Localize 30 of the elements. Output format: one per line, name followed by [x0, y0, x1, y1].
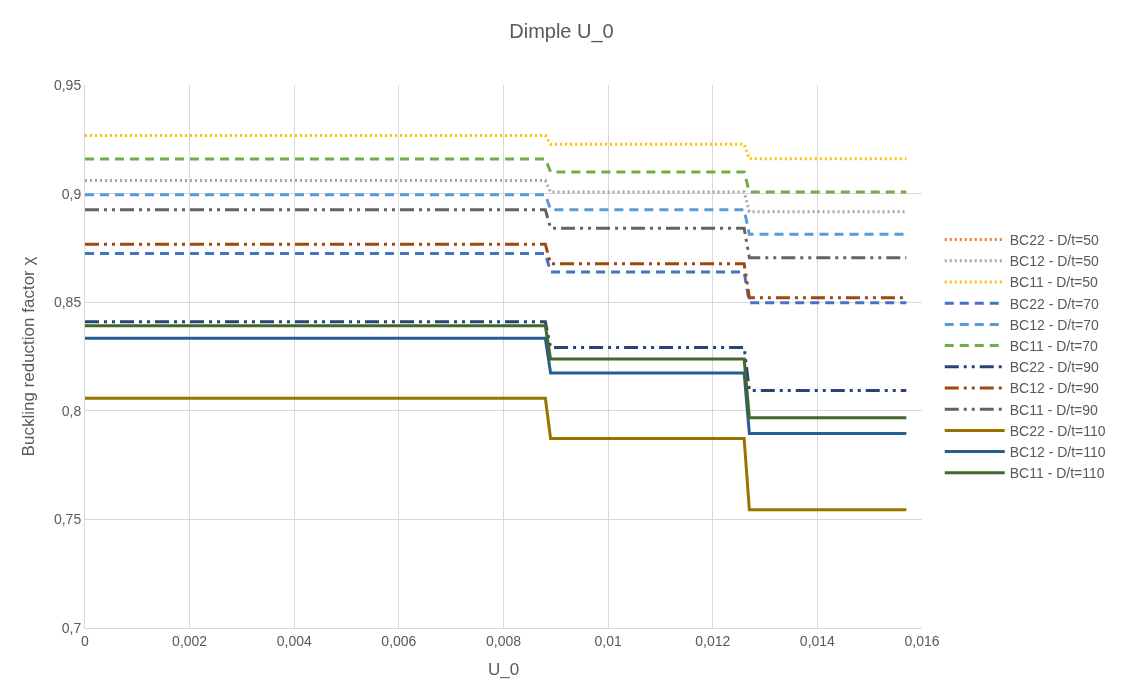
chart-title: Dimple U_0	[509, 20, 614, 44]
y-axis-title: Buckling reduction factor χ	[18, 256, 38, 457]
x-tick-label: 0	[81, 632, 90, 649]
legend-label: BC11 - D/t=50	[1009, 274, 1099, 291]
legend-label: BC11 - D/t=70	[1009, 338, 1099, 355]
y-tick-label: 0,8	[61, 402, 82, 419]
legend-label: BC11 - D/t=90	[1009, 401, 1099, 418]
x-tick-label: 0,01	[594, 632, 622, 649]
x-tick-label: 0,016	[904, 632, 940, 649]
legend-label: BC22 - D/t=70	[1009, 295, 1100, 312]
x-tick-label: 0,004	[276, 632, 312, 649]
legend-label: BC12 - D/t=70	[1009, 316, 1100, 333]
legend-label: BC12 - D/t=50	[1009, 253, 1100, 270]
y-tick-label: 0,7	[61, 619, 82, 636]
legend-label: BC11 - D/t=110	[1009, 465, 1105, 482]
legend-label: BC22 - D/t=110	[1009, 422, 1106, 439]
x-tick-label: 0,002	[172, 632, 208, 649]
x-axis-title: U_0	[487, 660, 520, 680]
y-tick-label: 0,9	[61, 185, 82, 202]
y-tick-label: 0,85	[53, 294, 82, 311]
x-tick-label: 0,008	[485, 632, 522, 649]
legend-label: BC22 - D/t=50	[1009, 232, 1100, 249]
x-tick-label: 0,012	[695, 632, 731, 649]
x-tick-label: 0,014	[799, 632, 836, 649]
x-tick-label: 0,006	[381, 632, 417, 649]
y-tick-label: 0,75	[53, 511, 82, 528]
legend-label: BC22 - D/t=90	[1009, 359, 1100, 376]
legend-label: BC12 - D/t=90	[1009, 380, 1100, 397]
y-tick-label: 0,95	[53, 76, 82, 93]
legend-label: BC12 - D/t=110	[1009, 444, 1106, 461]
